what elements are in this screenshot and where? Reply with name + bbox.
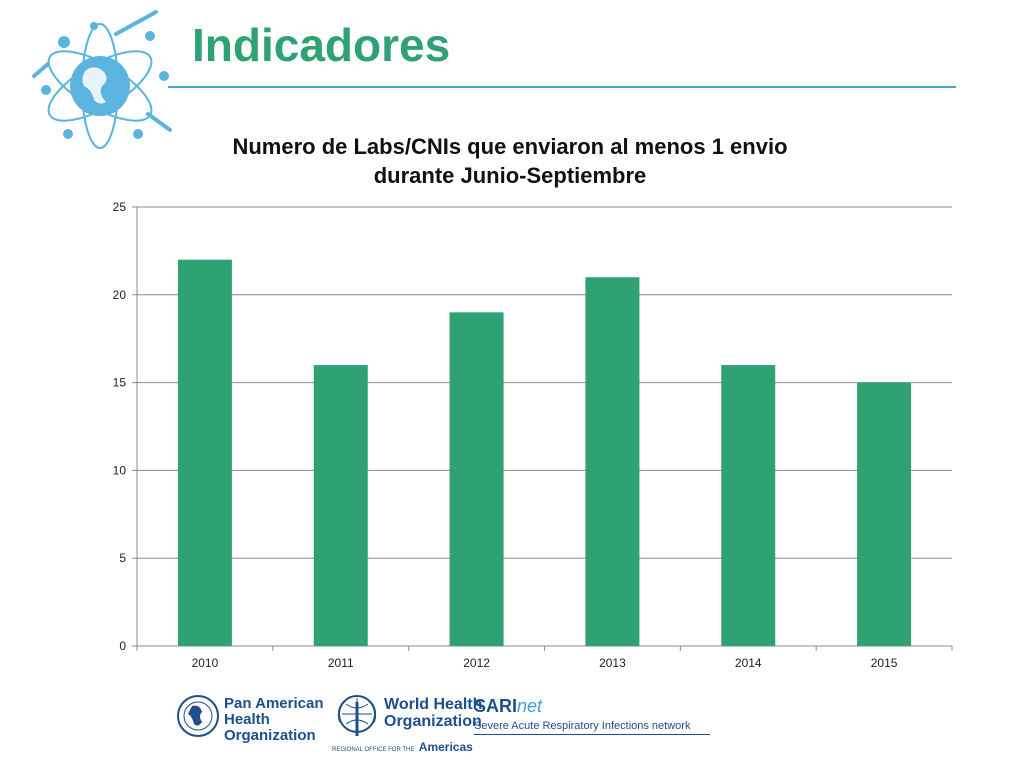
who-line-1: World Health: [384, 696, 483, 713]
sarinet-tagline: Severe Acute Respiratory Infections netw…: [474, 720, 691, 732]
y-tick-label: 5: [119, 551, 126, 565]
paho-line-1: Pan American: [224, 695, 324, 712]
sari-name-bold: SARI: [474, 696, 518, 716]
chart-title: Numero de Labs/CNIs que enviaron al meno…: [150, 132, 870, 190]
x-tick-label: 2013: [599, 656, 626, 670]
x-tick-label: 2015: [871, 656, 898, 670]
y-tick-label: 25: [113, 200, 127, 214]
bar-2013: [585, 277, 640, 646]
sarinet-rule: [474, 734, 710, 735]
x-tick-label: 2011: [328, 656, 354, 670]
who-line-2: Organization: [384, 713, 482, 730]
x-tick-label: 2014: [735, 656, 762, 670]
who-regional: REGIONAL OFFICE FOR THE Americas: [332, 738, 473, 756]
paho-line-3: Organization: [224, 727, 316, 744]
paho-line-2: Health: [224, 711, 270, 728]
paho-wordmark: Pan American Health Organization: [224, 696, 324, 744]
paho-emblem-icon: [177, 695, 219, 737]
y-tick-label: 20: [113, 288, 127, 302]
sarinet-wordmark: SARInet: [474, 696, 542, 717]
bar-2015: [857, 382, 912, 646]
who-wordmark: World Health Organization: [384, 696, 482, 730]
footer-logos: Pan American Health Organization World H…: [170, 690, 730, 754]
bar-2010: [177, 259, 232, 646]
y-tick-label: 15: [113, 376, 127, 390]
title-divider: [168, 86, 956, 88]
chart-title-line-2: durante Junio-Septiembre: [373, 163, 647, 188]
who-sub-prefix: REGIONAL OFFICE FOR THE: [332, 747, 415, 753]
globe-network-logo-icon: [32, 10, 172, 149]
who-sub-region: Americas: [418, 740, 473, 754]
y-tick-label: 0: [119, 639, 126, 653]
who-emblem-icon: [337, 695, 377, 736]
sari-name-italic: net: [517, 696, 543, 716]
x-tick-label: 2012: [463, 656, 490, 670]
bar-chart: 0 5 10 15 20 25 2010 2011 2012 2013 2014 2015: [113, 200, 953, 670]
bar-2012: [449, 312, 504, 646]
bar-2011: [313, 365, 368, 646]
slide-title: Indicadores: [192, 19, 451, 71]
chart-title-line-1: Numero de Labs/CNIs que enviaron al meno…: [232, 134, 788, 159]
x-tick-label: 2010: [192, 656, 219, 670]
bar-2014: [721, 365, 776, 646]
y-tick-label: 10: [113, 463, 127, 477]
